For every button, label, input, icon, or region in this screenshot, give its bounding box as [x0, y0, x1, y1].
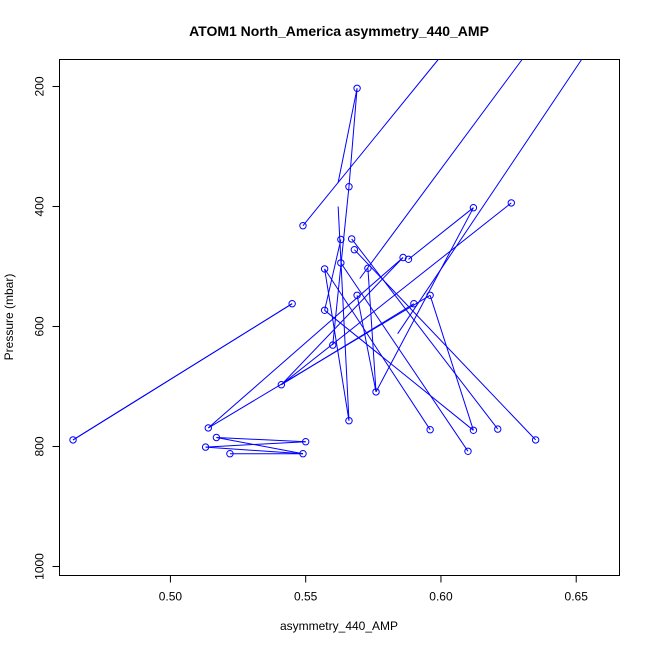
y-tick-label: 800 [33, 436, 47, 456]
data-point [347, 235, 356, 243]
data-point [469, 426, 478, 434]
data-point [320, 306, 329, 314]
y-tick-label: 200 [33, 76, 47, 96]
data-point [301, 438, 310, 446]
series-line-segment [348, 88, 358, 187]
data-point [353, 84, 361, 93]
data-point [69, 436, 77, 444]
series-line-segment [375, 207, 474, 393]
data-point [320, 265, 329, 273]
data-point [353, 291, 361, 299]
data-point [469, 204, 478, 212]
series-line-segment [324, 268, 431, 430]
data-point [426, 426, 434, 434]
data-point [277, 381, 286, 389]
data-point [337, 259, 345, 267]
series-line-segment [359, 59, 523, 279]
data-point [204, 424, 212, 432]
data-point [212, 433, 221, 442]
data-point [531, 436, 540, 444]
x-tick-label: 0.65 [565, 590, 589, 604]
data-point [299, 450, 307, 458]
x-tick-label: 0.60 [429, 590, 453, 604]
series-line-segment [72, 303, 293, 441]
data-point [399, 253, 407, 262]
series-line-segment [302, 59, 439, 227]
y-axis: 200 400 600 800 1000 [33, 76, 60, 580]
data-point [345, 183, 353, 191]
series-line-segment [216, 437, 304, 455]
y-tick-label: 400 [33, 196, 47, 216]
y-tick-label: 1000 [33, 553, 47, 580]
data-point [410, 300, 418, 308]
series-line-segment [324, 309, 474, 431]
y-tick-label: 600 [33, 316, 47, 336]
data-point [404, 255, 413, 263]
data-point [494, 425, 502, 433]
series-line-segment [397, 59, 583, 334]
data-point [299, 222, 307, 230]
series-lines [72, 59, 583, 455]
data-point [364, 264, 372, 272]
chart-title: ATOM1 North_America asymmetry_440_AMP [189, 23, 489, 39]
data-point [337, 235, 345, 244]
x-axis: 0.50 0.55 0.60 0.65 [159, 575, 589, 604]
series-points [69, 84, 540, 458]
series-line-segment [207, 257, 404, 429]
series-line-segment [216, 437, 306, 443]
data-point [288, 300, 296, 308]
x-tick-label: 0.55 [294, 590, 318, 604]
data-point [464, 447, 472, 455]
series-line-segment [351, 238, 499, 430]
series-line-segment [324, 268, 350, 421]
data-point [426, 291, 434, 299]
series-line-segment [429, 295, 474, 431]
series-line-segment [408, 207, 474, 260]
data-point [226, 450, 234, 458]
series-line-segment [340, 262, 469, 452]
plot-frame [59, 59, 620, 576]
series-line-segment [324, 239, 342, 311]
data-point [350, 246, 359, 254]
data-point [507, 199, 515, 207]
data-point [372, 388, 380, 396]
data-point [345, 417, 353, 425]
plot-area [69, 59, 583, 458]
series-line-segment [205, 446, 304, 455]
data-point [201, 443, 210, 451]
data-point [329, 341, 337, 349]
x-tick-label: 0.50 [159, 590, 183, 604]
series-line-segment [337, 88, 358, 183]
y-axis-label: Pressure (mbar) [2, 274, 16, 361]
x-axis-label: asymmetry_440_AMP [280, 619, 398, 633]
series-line-segment [208, 294, 431, 429]
